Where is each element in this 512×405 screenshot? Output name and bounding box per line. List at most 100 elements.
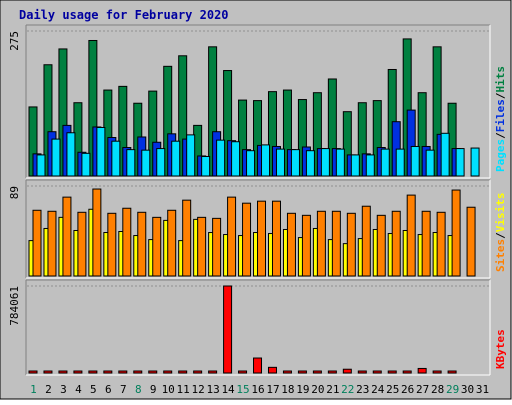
bar-kbytes-day-22 — [342, 368, 352, 374]
bar-sites-day-23 — [361, 205, 371, 277]
day-label-18: 18 — [281, 383, 294, 396]
bar-pages-day-5 — [96, 126, 106, 177]
bar-sites-day-20 — [316, 210, 326, 277]
bar-kbytes-day-18 — [282, 370, 292, 374]
legend-item-pages: Pages — [494, 139, 507, 172]
bar-pages-day-6 — [111, 140, 121, 177]
bar-pages-day-16 — [261, 144, 271, 177]
bar-kbytes-day-1 — [28, 370, 38, 374]
bar-sites-day-11 — [182, 199, 192, 277]
bar-pages-day-21 — [335, 148, 345, 177]
bar-sites-day-2 — [47, 210, 57, 277]
day-label-20: 20 — [311, 383, 324, 396]
bar-kbytes-day-23 — [357, 370, 367, 374]
bar-sites-day-8 — [137, 211, 147, 277]
bar-sites-day-1 — [32, 209, 42, 277]
bar-kbytes-day-5 — [88, 370, 98, 374]
legend-item-sites: Sites — [494, 239, 507, 272]
day-label-29: 29 — [446, 383, 459, 396]
bar-sites-day-29 — [451, 189, 461, 277]
bar-pages-day-18 — [290, 149, 300, 177]
legend-separator: / — [494, 232, 507, 239]
day-label-5: 5 — [90, 383, 97, 396]
bar-kbytes-day-29 — [447, 370, 457, 374]
legend-kbytes: KBytes — [494, 329, 507, 369]
legend-separator: / — [494, 132, 507, 139]
bar-pages-day-10 — [171, 140, 181, 177]
bar-pages-day-12 — [201, 155, 211, 177]
bar-pages-day-13 — [216, 139, 226, 177]
legend-item-visits: Visits — [494, 193, 507, 233]
bar-kbytes-day-27 — [417, 367, 427, 374]
day-label-1: 1 — [30, 383, 37, 396]
bar-pages-day-23 — [365, 154, 375, 177]
legend-item-files: Files — [494, 99, 507, 132]
bar-sites-day-15 — [242, 202, 252, 277]
day-label-22: 22 — [341, 383, 354, 396]
panels-layer: 275Pages/Files/Hits89Sites/Visits784061K… — [8, 24, 507, 376]
day-label-24: 24 — [371, 383, 385, 396]
day-label-3: 3 — [60, 383, 67, 396]
day-label-10: 10 — [162, 383, 175, 396]
bar-pages-day-25 — [395, 148, 405, 177]
day-labels: 1 2 3 4 5 6 7 8 9 10 11 12 13 14 15 16 17 18 19 20 21 22 23 24 2… — [30, 383, 489, 396]
bar-sites-day-24 — [376, 214, 386, 277]
day-label-31: 31 — [476, 383, 489, 396]
day-label-12: 12 — [192, 383, 205, 396]
bar-sites-day-27 — [421, 210, 431, 277]
bar-kbytes-day-13 — [208, 370, 218, 374]
bar-kbytes-day-15 — [238, 370, 248, 374]
day-label-6: 6 — [105, 383, 112, 396]
bar-sites-day-3 — [62, 196, 72, 277]
bar-kbytes-day-3 — [58, 370, 68, 374]
bar-sites-day-16 — [257, 200, 267, 277]
day-label-14: 14 — [221, 383, 235, 396]
day-label-30: 30 — [461, 383, 474, 396]
panel-visits-sites: 89 Sites/Visits — [8, 179, 507, 279]
bar-kbytes-day-16 — [253, 357, 263, 374]
bar-kbytes-day-4 — [73, 370, 83, 374]
bar-pages-day-9 — [156, 148, 166, 177]
bar-kbytes-day-14 — [223, 285, 233, 374]
day-label-16: 16 — [251, 383, 264, 396]
bar-pages-day-22 — [350, 154, 360, 177]
series-sites — [32, 188, 476, 277]
bar-sites-day-26 — [406, 194, 416, 277]
bar-pages-day-19 — [305, 150, 315, 177]
bar-kbytes-day-6 — [103, 370, 113, 374]
bar-pages-day-28 — [440, 132, 450, 177]
y-max-label: 89 — [8, 186, 21, 199]
chart-title: Daily usage for February 2020 — [19, 8, 229, 22]
bar-sites-day-22 — [346, 212, 356, 277]
bar-pages-day-2 — [51, 138, 61, 177]
day-label-19: 19 — [296, 383, 309, 396]
bar-kbytes-day-11 — [178, 370, 188, 374]
series-pages — [36, 126, 480, 177]
day-label-27: 27 — [416, 383, 429, 396]
bar-pages-day-24 — [380, 148, 390, 177]
bar-sites-day-10 — [167, 209, 177, 277]
bar-kbytes-day-10 — [163, 370, 173, 374]
bar-kbytes-day-17 — [267, 366, 277, 374]
day-label-28: 28 — [431, 383, 444, 396]
day-label-23: 23 — [356, 383, 369, 396]
day-label-15: 15 — [236, 383, 249, 396]
bar-sites-day-6 — [107, 212, 117, 277]
bar-pages-day-30 — [470, 147, 480, 177]
bar-sites-day-5 — [92, 188, 102, 277]
y-max-label: 784061 — [8, 286, 21, 326]
bar-pages-day-17 — [275, 148, 285, 177]
bar-kbytes-day-26 — [402, 370, 412, 374]
day-label-26: 26 — [401, 383, 414, 396]
bar-pages-day-20 — [320, 148, 330, 177]
bar-kbytes-day-24 — [372, 370, 382, 374]
legend-item-hits: Hits — [494, 66, 507, 93]
legend-visits-sites: Sites/Visits — [494, 193, 507, 273]
bar-sites-day-17 — [271, 200, 281, 277]
day-label-17: 17 — [266, 383, 279, 396]
panel-kbytes: 784061 KBytes — [8, 279, 507, 376]
bar-kbytes-day-2 — [43, 370, 53, 374]
y-max-label: 275 — [8, 31, 21, 51]
